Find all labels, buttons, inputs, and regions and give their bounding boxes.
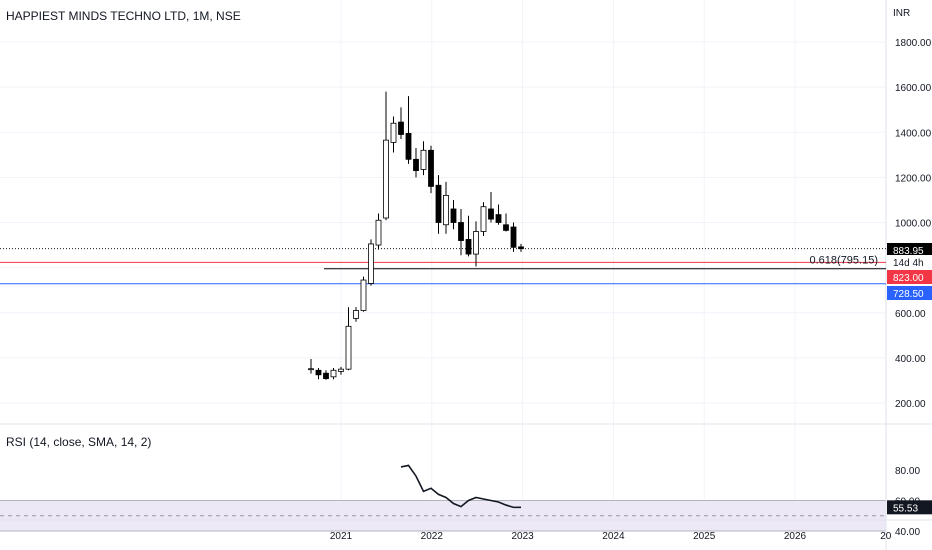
price-tick-label: 1200.00 xyxy=(895,173,932,184)
candle xyxy=(503,213,509,232)
time-axis-label: 2025 xyxy=(693,531,716,542)
candle xyxy=(398,107,404,140)
countdown-badge-text: 14d 4h xyxy=(893,258,924,269)
candle xyxy=(330,368,337,380)
price-tick-label: 1400.00 xyxy=(895,128,932,139)
last-price-badge-text: 883.95 xyxy=(893,246,924,257)
candle xyxy=(368,239,374,286)
candle-body xyxy=(443,195,449,226)
blue-level-badge-text: 728.50 xyxy=(893,289,924,300)
candle-body xyxy=(435,184,442,223)
rsi-value-badge-bg xyxy=(887,500,932,515)
red-level-badge-text: 823.00 xyxy=(893,273,924,284)
candle-body xyxy=(465,239,472,255)
candle xyxy=(420,141,427,176)
candle xyxy=(473,221,479,267)
candle xyxy=(345,307,352,371)
price-tick-label: 600.00 xyxy=(895,309,926,320)
candle-body xyxy=(510,226,517,248)
candle xyxy=(360,276,367,312)
candle-body xyxy=(308,368,314,371)
time-axis-label: 2021 xyxy=(330,531,353,542)
time-axis-label: 2022 xyxy=(421,531,444,542)
price-axis-currency: INR xyxy=(893,8,910,19)
candle xyxy=(315,368,322,380)
candle xyxy=(383,91,389,221)
last-price-badge: 883.95 xyxy=(887,243,932,257)
blue-level-badge-bg xyxy=(887,286,932,300)
candle xyxy=(413,148,419,178)
countdown-badge: 14d 4h xyxy=(887,255,932,269)
rsi-value-badge-text: 55.53 xyxy=(893,503,918,514)
candle xyxy=(443,181,449,234)
candle-body xyxy=(345,325,352,370)
red-level-badge-bg xyxy=(887,270,932,284)
candle xyxy=(465,215,472,257)
candle-body xyxy=(353,310,359,319)
candle xyxy=(435,175,442,234)
candle-body xyxy=(368,243,374,284)
time-axis-label: 2026 xyxy=(784,531,807,542)
candle xyxy=(323,370,329,380)
candle-body xyxy=(323,372,329,380)
blue-level-badge: 728.50 xyxy=(887,286,932,300)
price-tick-label: 1600.00 xyxy=(895,83,932,94)
red-level-badge: 823.00 xyxy=(887,270,932,284)
price-tick-label: 1000.00 xyxy=(895,219,932,230)
candle xyxy=(450,199,457,230)
fib-label: 0.618(795.15) xyxy=(810,255,879,267)
candle-body xyxy=(405,132,412,160)
candle-body xyxy=(480,206,487,232)
candle xyxy=(495,204,502,225)
price-tick-label: 1800.00 xyxy=(895,38,932,49)
candle xyxy=(518,243,524,252)
candle xyxy=(510,222,517,252)
candle xyxy=(390,116,397,153)
candle xyxy=(458,208,464,256)
candle-body xyxy=(375,219,382,246)
candle-body xyxy=(315,369,322,376)
candle-body xyxy=(518,246,524,250)
candle xyxy=(338,366,344,375)
countdown-badge-bg xyxy=(887,255,932,269)
candle-body xyxy=(495,214,502,223)
rsi-tick-label: 80.00 xyxy=(895,466,920,477)
candle xyxy=(428,145,434,194)
candle-body xyxy=(503,224,509,231)
price-tick-label: 200.00 xyxy=(895,399,926,410)
candle-body xyxy=(428,149,434,187)
candle-body xyxy=(420,149,427,170)
rsi-value-badge: 55.53 xyxy=(887,500,932,515)
price-tick-label: 400.00 xyxy=(895,354,926,365)
candle-body xyxy=(330,369,337,378)
candle xyxy=(480,202,487,237)
candle-body xyxy=(450,208,457,223)
symbol-title[interactable]: HAPPIEST MINDS TECHNO LTD, 1M, NSE xyxy=(6,9,241,23)
candle xyxy=(375,213,382,250)
candle-body xyxy=(390,122,397,143)
last-price-badge-bg xyxy=(887,243,932,257)
candle-body xyxy=(488,208,494,220)
candle-body xyxy=(338,368,344,372)
candle-body xyxy=(383,139,389,219)
candle-body xyxy=(473,231,479,255)
rsi-tick-label: 40.00 xyxy=(895,527,920,538)
rsi-line xyxy=(400,464,522,509)
time-axis-label: 20 xyxy=(880,531,892,542)
time-axis-label: 2024 xyxy=(602,531,625,542)
candle xyxy=(405,96,412,164)
time-axis-label: 2023 xyxy=(511,531,534,542)
candle xyxy=(353,307,359,322)
candle-body xyxy=(458,222,464,241)
candle xyxy=(308,359,314,374)
candle-body xyxy=(413,158,419,172)
rsi-title[interactable]: RSI (14, close, SMA, 14, 2) xyxy=(6,435,152,449)
candle xyxy=(488,192,494,223)
candle-body xyxy=(398,121,404,135)
candle-body xyxy=(360,279,367,311)
